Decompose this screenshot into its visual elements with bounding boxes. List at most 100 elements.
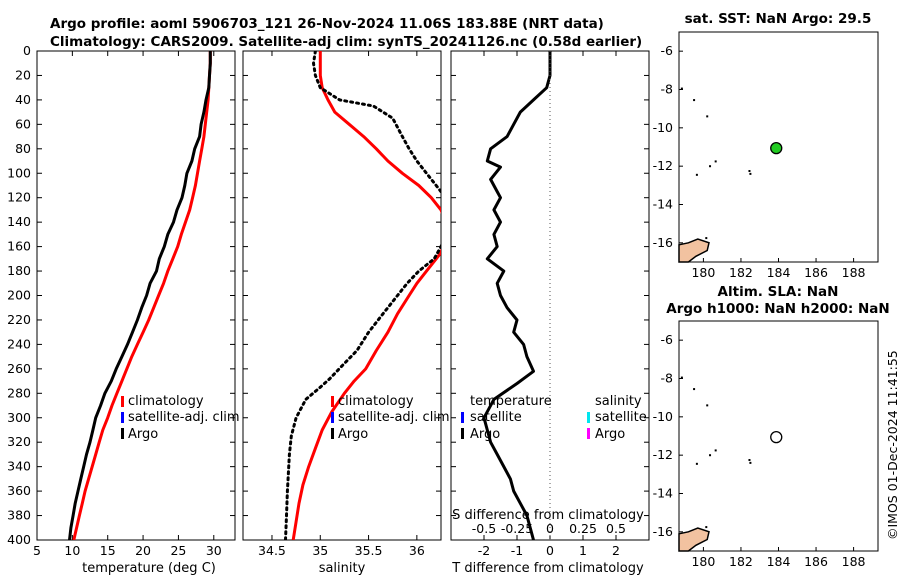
island [680,376,683,379]
series-climatology [72,51,212,540]
map-x-tick-label: 188 [842,265,866,280]
depth-tick-label: 260 [7,361,31,376]
sst-map-markers [770,141,783,155]
map-x-tick-label: 180 [691,265,715,280]
legend-swatch-argo [331,428,334,439]
salinity-tick-labels: 34.5 35 35.5 36 [258,51,425,558]
header-line-1: Argo profile: aoml 5906703_121 26-Nov-20… [50,16,604,32]
header-line-2: Climatology: CARS2009. Satellite-adj cli… [50,34,642,50]
depth-tick-label: 20 [15,67,31,82]
island [748,170,751,172]
s-difference-tick-label: -0.25 [501,521,533,536]
depth-tick-label: 300 [7,410,31,425]
island [749,461,752,464]
legend-s-satellite: satellite [595,410,647,425]
legend-t-satellite: satellite [470,410,522,425]
map-y-tick-label: -6 [661,332,674,347]
x-tick-label: 30 [206,543,222,558]
depth-tick-label: 360 [7,483,31,498]
x-tick-label: 35 [312,543,328,558]
map-y-tick-label: -12 [653,447,673,462]
island [706,404,709,407]
map-x-tick-label: 184 [767,554,791,569]
island [749,172,752,175]
depth-tick-label: 80 [15,141,31,156]
temperature-xlabel: temperature (deg C) [82,561,216,576]
depth-tick-label: 220 [7,312,31,327]
map-y-tick-label: -10 [653,409,673,424]
depth-tick-label: 40 [15,92,31,107]
s-difference-tick-labels: -0.5 -0.25 0 0.25 0.5 [472,521,626,536]
sst-map-panel: sat. SST: NaN Argo: 29.5 180 182 184 186 188… [653,11,879,280]
sst-map-title: sat. SST: NaN Argo: 29.5 [685,11,872,27]
depth-tick-label: 340 [7,459,31,474]
map-y-tick-label: -12 [653,158,673,173]
legend-salinity-title: salinity [595,394,642,409]
legend-swatch-t-argo [461,428,464,439]
x-tick-label: 36 [409,543,425,558]
argo-float-marker [770,141,783,155]
map-y-tick-label: -10 [653,120,673,135]
map-y-tick-label: -16 [653,235,673,250]
depth-tick-label: 400 [7,532,31,547]
series-climatology [291,51,441,540]
temperature-tick-labels: 5 10 15 20 25 30 [33,51,222,558]
landmass [678,238,710,263]
temperature-legend: climatology satellite-adj. clim Argo [121,394,240,442]
sla-map-panel: Altim. SLA: NaN Argo h1000: NaN h2000: N… [653,284,890,569]
s-difference-label: S difference from climatology [452,508,644,523]
island [714,160,717,163]
legend-swatch-satellite-clim [121,412,124,423]
sst-map-coastline [678,87,752,263]
s-difference-tick-label: 0.25 [569,521,597,536]
map-y-tick-label: -14 [653,486,673,501]
legend-swatch-climatology [121,396,124,407]
x-tick-label: -1 [511,543,523,558]
depth-tick-label: 380 [7,508,31,523]
x-tick-label: 0 [546,543,554,558]
legend-argo: Argo [128,427,158,442]
legend-swatch-argo [121,428,124,439]
island [709,454,712,457]
legend-swatch-t-satellite [461,412,464,423]
depth-tick-label: 280 [7,385,31,400]
sla-map-title-line-1: Altim. SLA: NaN [718,284,839,300]
legend-climatology: climatology [128,394,204,409]
legend-satellite-clim: satellite-adj. clim [128,410,240,425]
series-argo [68,51,212,540]
t-difference-xlabel: T difference from climatology [451,561,644,576]
island [705,237,708,240]
salinity-series [284,51,441,540]
island [693,388,696,391]
sla-map-coastline [678,376,752,552]
island [714,449,717,452]
island [748,459,751,461]
x-tick-label: 5 [33,543,41,558]
x-tick-label: 2 [612,543,620,558]
legend-swatch-satellite-clim [331,412,334,423]
depth-tick-label: 160 [7,239,31,254]
map-x-tick-label: 180 [691,554,715,569]
series-t-difference-argo [482,51,552,540]
map-y-tick-label: -14 [653,197,673,212]
depth-tick-labels: 0 20 40 60 80 100 120 140 160 180 200 220 240 260 280 3… [7,43,649,547]
legend-temperature-title: temperature [470,394,552,409]
map-x-tick-label: 184 [767,265,791,280]
map-y-tick-label: -8 [661,371,674,386]
island [695,173,698,176]
s-difference-tick-label: 0.5 [606,521,626,536]
island [695,462,698,465]
legend-t-argo: Argo [470,427,500,442]
x-tick-label: 25 [170,543,186,558]
map-x-tick-label: 182 [729,265,753,280]
series-argo [284,51,441,540]
island [709,165,712,168]
s-difference-tick-label: -0.5 [472,521,496,536]
legend-argo: Argo [338,427,368,442]
x-tick-label: 34.5 [258,543,286,558]
map-y-tick-label: -16 [653,524,673,539]
depth-tick-label: 120 [7,190,31,205]
depth-tick-label: 320 [7,434,31,449]
depth-tick-label: 0 [23,43,31,58]
depth-tick-label: 100 [7,165,31,180]
